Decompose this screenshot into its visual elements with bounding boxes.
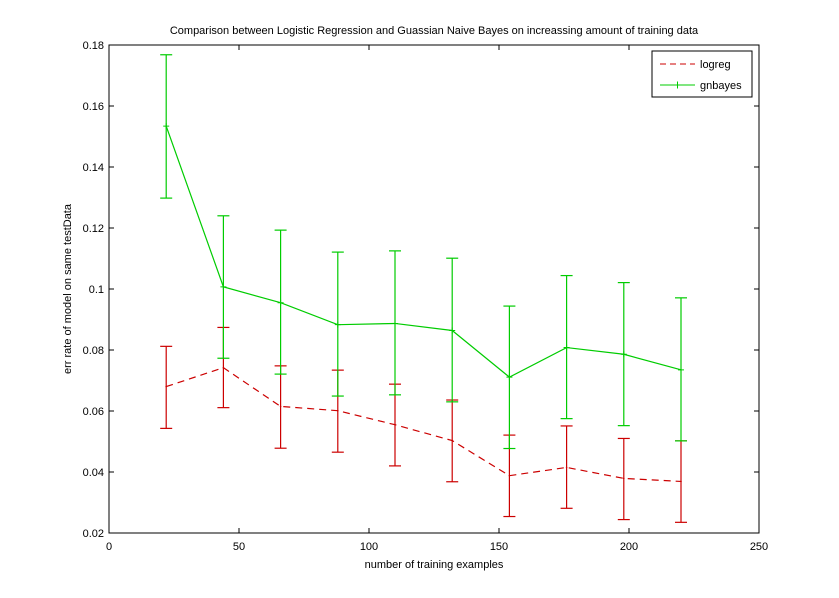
data-point-logreg xyxy=(394,423,396,426)
chart-title: Comparison between Logistic Regression a… xyxy=(170,25,699,37)
data-point-logreg xyxy=(623,477,625,480)
x-tick-label: 0 xyxy=(106,541,112,553)
y-tick-label: 0.06 xyxy=(83,406,104,418)
x-tick-label: 150 xyxy=(490,541,508,553)
x-tick-label: 200 xyxy=(620,541,638,553)
data-point-gnbayes xyxy=(506,374,513,381)
y-tick-label: 0.02 xyxy=(83,528,104,540)
data-point-gnbayes xyxy=(163,123,170,130)
data-point-gnbayes xyxy=(449,327,456,334)
x-tick-label: 100 xyxy=(360,541,378,553)
data-point-logreg xyxy=(279,405,282,408)
y-tick-label: 0.14 xyxy=(83,162,104,174)
data-point-gnbayes xyxy=(220,283,227,290)
data-point-logreg xyxy=(680,480,682,483)
y-tick-label: 0.1 xyxy=(89,284,104,296)
data-point-logreg xyxy=(565,466,568,469)
y-tick-label: 0.08 xyxy=(83,345,104,357)
data-point-gnbayes xyxy=(277,299,284,306)
data-point-gnbayes xyxy=(334,321,341,328)
data-point-gnbayes xyxy=(678,366,684,373)
y-tick-label: 0.12 xyxy=(83,223,104,235)
data-point-logreg xyxy=(508,474,511,477)
legend: logreg gnbayes xyxy=(651,50,753,98)
y-tick-label: 0.16 xyxy=(83,101,104,113)
x-tick-label: 250 xyxy=(750,541,768,553)
data-point-logreg xyxy=(451,439,454,442)
data-point-logreg xyxy=(222,366,225,369)
legend-label-gnbayes: gnbayes xyxy=(700,80,742,92)
legend-label-logreg: logreg xyxy=(700,59,731,71)
legend-box xyxy=(651,50,753,98)
data-point-logreg xyxy=(337,409,339,412)
data-point-gnbayes xyxy=(620,351,627,358)
data-point-gnbayes xyxy=(563,344,570,351)
plot-area xyxy=(108,44,760,534)
series-line-logreg xyxy=(166,367,682,483)
y-axis-label: err rate of model on same testData xyxy=(62,203,74,374)
y-tick-label: 0.18 xyxy=(83,40,104,52)
y-tick-label: 0.04 xyxy=(83,467,104,479)
data-point-logreg xyxy=(165,385,167,388)
plot-layer: 0 50 100 150 200 250 0.02 0.04 0.06 0.08 0.1 0.12 0.… xyxy=(83,40,769,553)
series-line-gnbayes xyxy=(165,125,682,378)
x-tick-label: 50 xyxy=(233,541,245,553)
x-axis-label: number of training examples xyxy=(365,559,504,571)
data-point-gnbayes xyxy=(392,320,398,327)
